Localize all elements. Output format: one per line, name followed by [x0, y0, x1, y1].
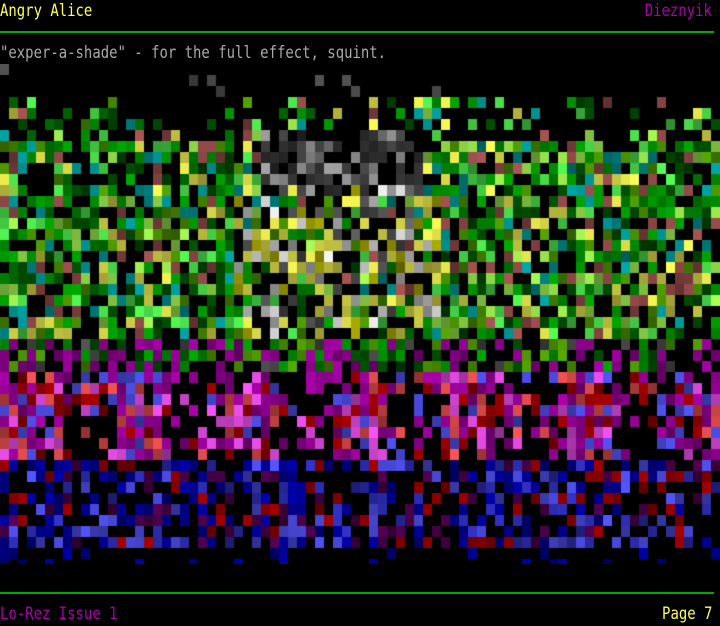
footer-divider — [0, 592, 714, 594]
artist-name: Dieznyik — [644, 1, 712, 21]
art-title: Angry Alice — [0, 1, 93, 21]
subtitle: "exper-a-shade" - for the full effect, s… — [0, 43, 387, 63]
issue-label: Lo-Rez Issue 1 — [0, 604, 118, 624]
ansi-artwork — [0, 64, 720, 564]
header-divider — [0, 31, 714, 33]
page-number: Page 7 — [661, 604, 712, 624]
